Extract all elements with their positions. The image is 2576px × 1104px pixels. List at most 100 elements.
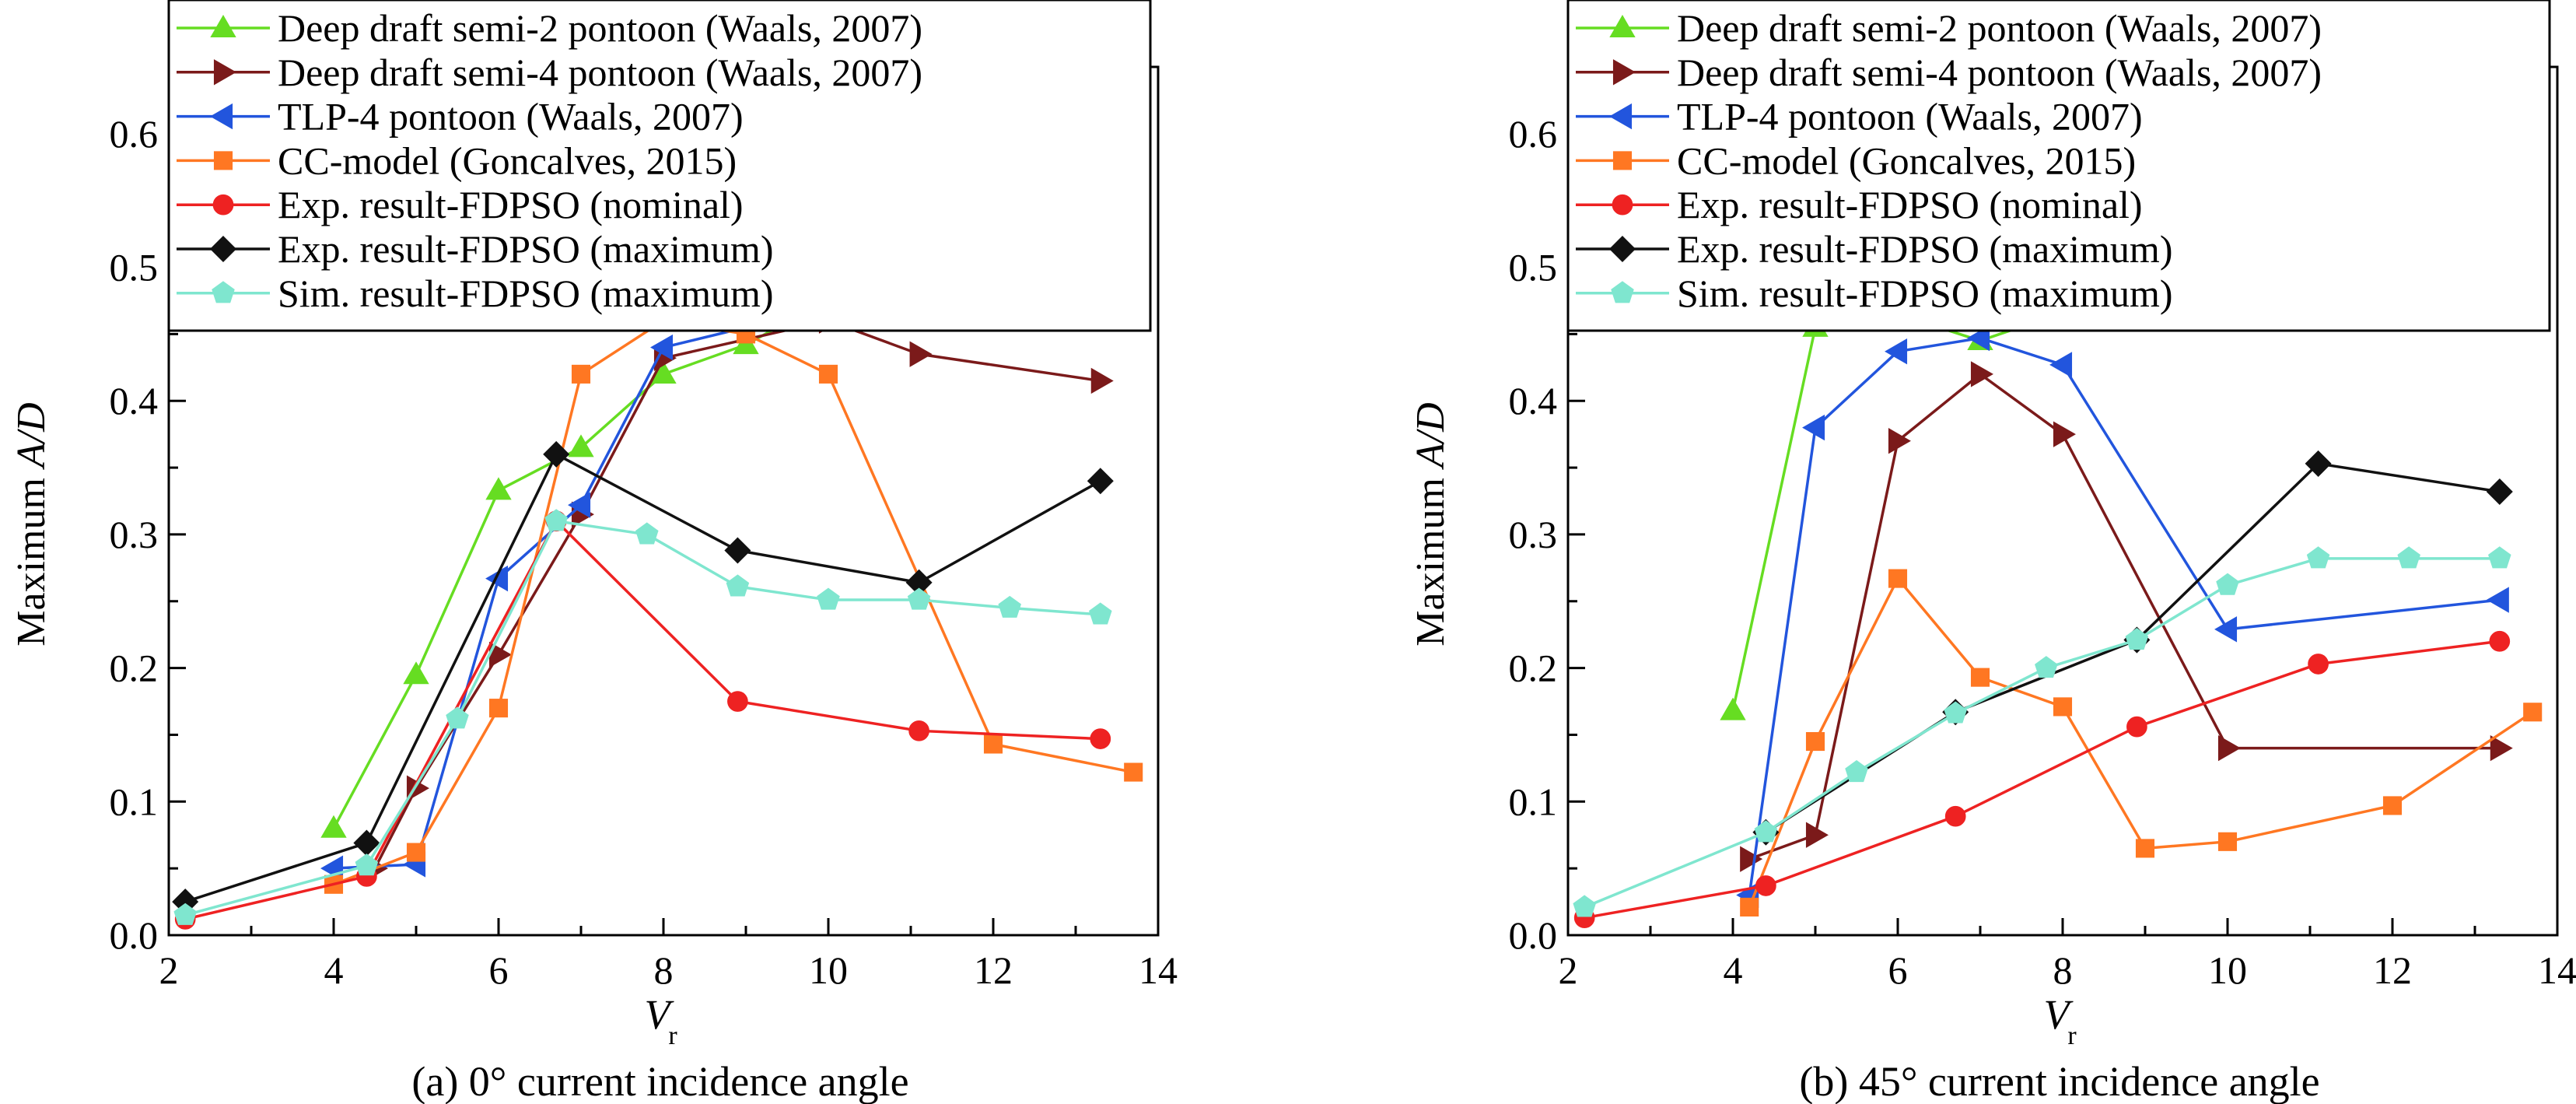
x-tick-label: 6 bbox=[489, 948, 509, 992]
data-point bbox=[1970, 361, 1993, 387]
data-point bbox=[817, 587, 840, 610]
series-6 bbox=[172, 440, 1114, 916]
data-point bbox=[2135, 839, 2155, 858]
legend-label: Deep draft semi-4 pontoon (Waals, 2007) bbox=[278, 51, 922, 94]
legend-marker bbox=[1609, 15, 1636, 38]
series-line bbox=[184, 520, 1101, 916]
y-axis-label-italic: A/D bbox=[1409, 402, 1453, 470]
data-point bbox=[355, 853, 379, 876]
y-tick-label: 0.6 bbox=[110, 112, 159, 156]
data-point bbox=[1755, 875, 1776, 896]
data-point bbox=[635, 522, 659, 545]
data-point bbox=[2397, 546, 2420, 569]
data-point bbox=[983, 734, 1003, 754]
y-tick-label: 0.5 bbox=[1509, 246, 1558, 289]
legend-marker bbox=[213, 151, 233, 170]
data-point bbox=[2486, 587, 2509, 613]
series-line bbox=[184, 520, 1101, 921]
data-point bbox=[1090, 728, 1111, 749]
legend-marker bbox=[212, 281, 235, 303]
legend-entry: Exp. result-FDPSO (maximum) bbox=[177, 227, 773, 271]
x-tick-label: 2 bbox=[1559, 948, 1578, 992]
x-tick-label: 6 bbox=[1888, 948, 1908, 992]
data-point bbox=[2490, 734, 2513, 762]
series-7 bbox=[1573, 546, 2511, 917]
data-point bbox=[406, 843, 426, 862]
legend-label: Exp. result-FDPSO (maximum) bbox=[1677, 227, 2172, 271]
legend-label: TLP-4 pontoon (Waals, 2007) bbox=[278, 95, 744, 138]
data-point bbox=[650, 360, 677, 384]
data-point bbox=[2214, 616, 2238, 643]
y-tick-label: 0.0 bbox=[1509, 913, 1558, 957]
legend-marker bbox=[212, 194, 234, 216]
y-tick-label: 0.3 bbox=[1509, 513, 1558, 556]
data-point bbox=[403, 661, 429, 685]
legend-box bbox=[1566, 0, 2551, 332]
legend-entry: CC-model (Goncalves, 2015) bbox=[177, 138, 737, 182]
data-point bbox=[1885, 338, 1908, 365]
legend-marker bbox=[1612, 59, 1636, 86]
data-point bbox=[909, 341, 933, 367]
x-axis-label-subscript: r bbox=[668, 1022, 677, 1050]
series-7 bbox=[173, 509, 1112, 925]
y-tick-label: 0.2 bbox=[1509, 647, 1558, 690]
data-point bbox=[2488, 546, 2511, 569]
legend-entry: Exp. result-FDPSO (maximum) bbox=[1576, 227, 2172, 271]
y-axis-label-italic: A/D bbox=[9, 402, 54, 470]
data-point bbox=[650, 334, 674, 361]
legend-entry: Deep draft semi-4 pontoon (Waals, 2007) bbox=[1576, 51, 2322, 94]
legend-entry: Sim. result-FDPSO (maximum) bbox=[177, 272, 774, 315]
legend-marker bbox=[1611, 281, 1634, 303]
data-point bbox=[173, 902, 197, 925]
x-tick-label: 2 bbox=[159, 948, 179, 992]
legend-marker bbox=[1612, 194, 1633, 216]
data-point bbox=[320, 815, 347, 838]
x-tick-label: 12 bbox=[2373, 948, 2412, 992]
legend-label: Sim. result-FDPSO (maximum) bbox=[1677, 272, 2173, 315]
x-tick-label: 8 bbox=[2053, 948, 2073, 992]
data-point bbox=[1970, 668, 1990, 687]
legend-marker bbox=[209, 235, 237, 263]
data-point bbox=[908, 720, 929, 741]
data-point bbox=[1944, 701, 1967, 724]
data-point bbox=[1967, 324, 1990, 352]
legend-label: Deep draft semi-2 pontoon (Waals, 2007) bbox=[278, 6, 922, 50]
series-5 bbox=[174, 510, 1111, 930]
x-tick-label: 4 bbox=[324, 948, 344, 992]
data-point bbox=[2049, 352, 2073, 378]
data-point bbox=[1740, 846, 1763, 872]
y-tick-label: 0.0 bbox=[110, 913, 159, 957]
legend-marker bbox=[1609, 103, 1633, 130]
x-tick-label: 10 bbox=[809, 948, 848, 992]
legend-entry: CC-model (Goncalves, 2015) bbox=[1576, 138, 2136, 182]
panel-caption: (a) 0° current incidence angle bbox=[411, 1058, 908, 1104]
series-3 bbox=[1736, 324, 2509, 909]
x-tick-label: 14 bbox=[1139, 948, 1178, 992]
data-point bbox=[543, 440, 570, 468]
legend-entry: TLP-4 pontoon (Waals, 2007) bbox=[1576, 95, 2143, 138]
data-point bbox=[2217, 734, 2241, 762]
data-point bbox=[1090, 367, 1114, 394]
data-point bbox=[1805, 731, 1825, 752]
data-point bbox=[2216, 573, 2239, 595]
legend-entry: TLP-4 pontoon (Waals, 2007) bbox=[177, 95, 744, 138]
data-point bbox=[2306, 546, 2330, 569]
data-point bbox=[1754, 820, 1778, 843]
legend-marker bbox=[1612, 151, 1633, 170]
data-point bbox=[1089, 602, 1112, 625]
legend-entry: Deep draft semi-2 pontoon (Waals, 2007) bbox=[1576, 6, 2322, 50]
chart-panel-a: 2 4 6 8 10 12 14 0.0 0.1 0.2 0.3 0.4 0.5 0.6 Vr Maximum… bbox=[9, 0, 1178, 1104]
series-4 bbox=[1740, 569, 2543, 916]
data-point bbox=[907, 587, 931, 610]
series-line bbox=[373, 319, 1101, 869]
x-tick-label: 8 bbox=[654, 948, 674, 992]
data-point bbox=[2486, 478, 2513, 505]
data-point bbox=[446, 706, 469, 729]
legend-label: Exp. result-FDPSO (nominal) bbox=[278, 183, 744, 226]
y-axis-label-prefix: Maximum bbox=[9, 468, 54, 647]
legend-entry: Deep draft semi-4 pontoon (Waals, 2007) bbox=[177, 51, 922, 94]
data-point bbox=[2308, 654, 2329, 675]
legend-entry: Deep draft semi-2 pontoon (Waals, 2007) bbox=[177, 6, 922, 50]
x-tick-label: 14 bbox=[2538, 948, 2576, 992]
data-point bbox=[818, 364, 838, 384]
